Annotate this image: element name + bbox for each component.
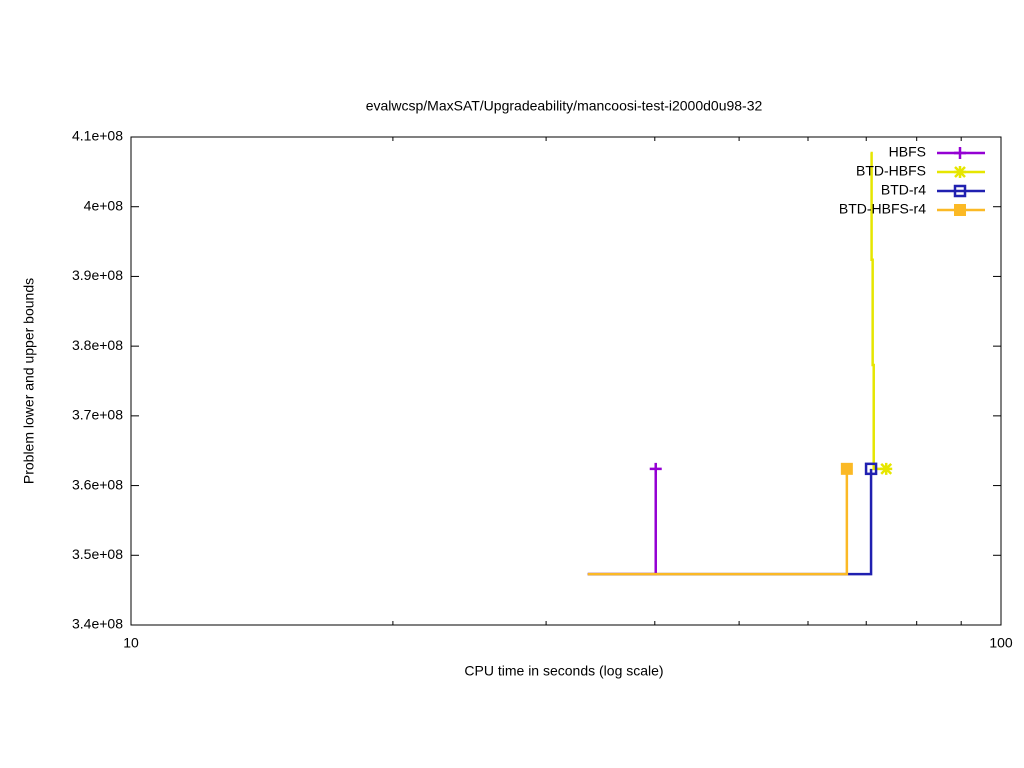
marker-part [954, 166, 966, 178]
legend-label: BTD-HBFS-r4 [839, 201, 926, 217]
y-tick-label: 4.1e+08 [72, 128, 123, 144]
y-tick-label: 4e+08 [84, 197, 124, 213]
series-line [587, 468, 657, 576]
point-marker [864, 462, 878, 476]
plot-frame [130, 136, 1002, 626]
marker-part [953, 184, 967, 198]
marker-part [954, 204, 966, 216]
y-tick-label: 3.9e+08 [72, 267, 123, 283]
legend-label: BTD-HBFS [856, 163, 926, 179]
marker-part [864, 462, 878, 476]
point-marker [954, 204, 966, 216]
y-tick-label: 3.8e+08 [72, 337, 123, 353]
point-marker [840, 462, 853, 475]
legend-label: HBFS [889, 144, 926, 160]
y-tick-label: 3.4e+08 [72, 616, 123, 632]
y-tick-label: 3.6e+08 [72, 476, 123, 492]
marker-part [649, 462, 662, 475]
series-line [587, 468, 873, 576]
point-marker [649, 462, 662, 475]
point-marker [880, 462, 893, 475]
legend-label: BTD-r4 [881, 182, 926, 198]
point-marker [953, 184, 967, 198]
x-tick-label: 100 [989, 635, 1013, 651]
x-axis-label: CPU time in seconds (log scale) [464, 663, 663, 679]
marker-part [954, 147, 966, 159]
series-line [587, 468, 849, 576]
y-tick-label: 3.5e+08 [72, 546, 123, 562]
point-marker [954, 166, 966, 178]
marker-part [840, 462, 853, 475]
y-axis-label: Problem lower and upper bounds [21, 278, 37, 484]
chart-title: evalwcsp/MaxSAT/Upgradeability/mancoosi-… [366, 98, 763, 114]
point-marker [954, 147, 966, 159]
series-line [870, 151, 887, 471]
y-tick-label: 3.7e+08 [72, 407, 123, 423]
x-tick-label: 10 [123, 635, 139, 651]
marker-part [880, 462, 893, 475]
